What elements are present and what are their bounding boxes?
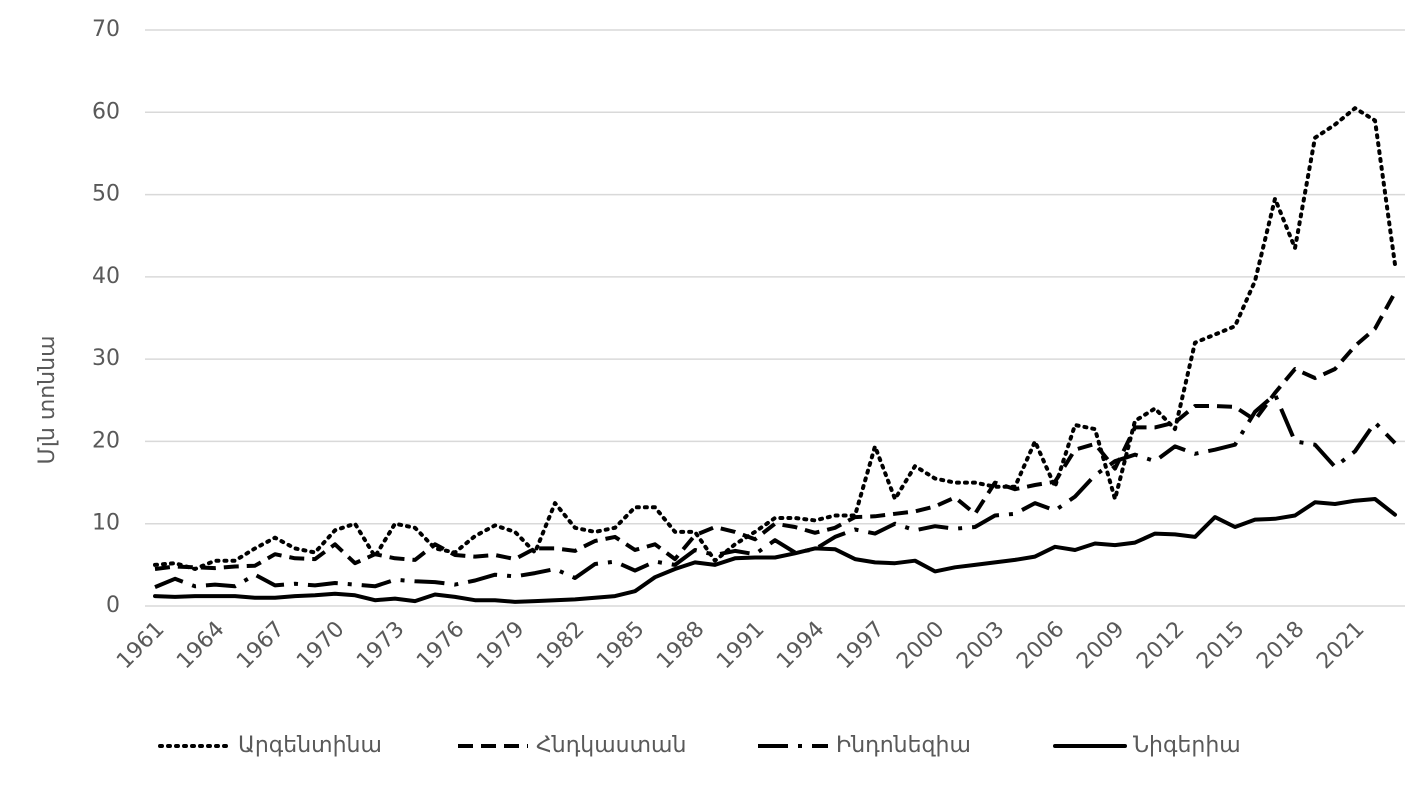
x-tick-label: 2018 [1252, 617, 1309, 674]
x-tick-label: 1979 [472, 617, 529, 674]
x-tick-label: 2000 [892, 617, 949, 674]
legend-label: Հնդկաստան [536, 733, 686, 758]
x-tick-label: 2012 [1132, 617, 1189, 674]
x-tick-label: 1982 [532, 617, 589, 674]
x-tick-label: 1967 [232, 617, 289, 674]
x-tick-label: 2003 [952, 617, 1009, 674]
x-tick-label: 2021 [1312, 617, 1369, 674]
legend-label: Արգենտինա [238, 733, 382, 758]
y-axis-label: Մլն տոննա [35, 335, 60, 464]
y-tick-label: 0 [106, 593, 120, 618]
legend-label: Ինդոնեզիա [836, 733, 971, 758]
series-line [153, 497, 1397, 604]
series-line [153, 106, 1397, 571]
x-tick-label: 1988 [652, 617, 709, 674]
y-tick-label: 10 [92, 511, 120, 536]
x-tick-label: 1964 [172, 617, 229, 674]
y-tick-label: 30 [92, 346, 120, 371]
y-tick-label: 50 [92, 182, 120, 207]
x-tick-label: 1994 [772, 617, 829, 674]
x-tick-label: 2009 [1072, 617, 1129, 674]
x-tick-label: 1976 [412, 617, 469, 674]
x-tick-label: 1985 [592, 617, 649, 674]
x-tick-label: 1970 [292, 617, 349, 674]
y-tick-label: 60 [92, 99, 120, 124]
x-tick-label: 1961 [112, 617, 169, 674]
x-tick-label: 2015 [1192, 617, 1249, 674]
x-tick-label: 1991 [712, 617, 769, 674]
legend-label: Նիգերիա [1133, 733, 1241, 758]
x-tick-label: 1973 [352, 617, 409, 674]
y-tick-label: 70 [92, 17, 120, 42]
y-tick-label: 20 [92, 428, 120, 453]
y-tick-label: 40 [92, 264, 120, 289]
series-line [154, 392, 1397, 589]
x-tick-label: 2006 [1012, 617, 1069, 674]
x-tick-label: 1997 [832, 617, 889, 674]
